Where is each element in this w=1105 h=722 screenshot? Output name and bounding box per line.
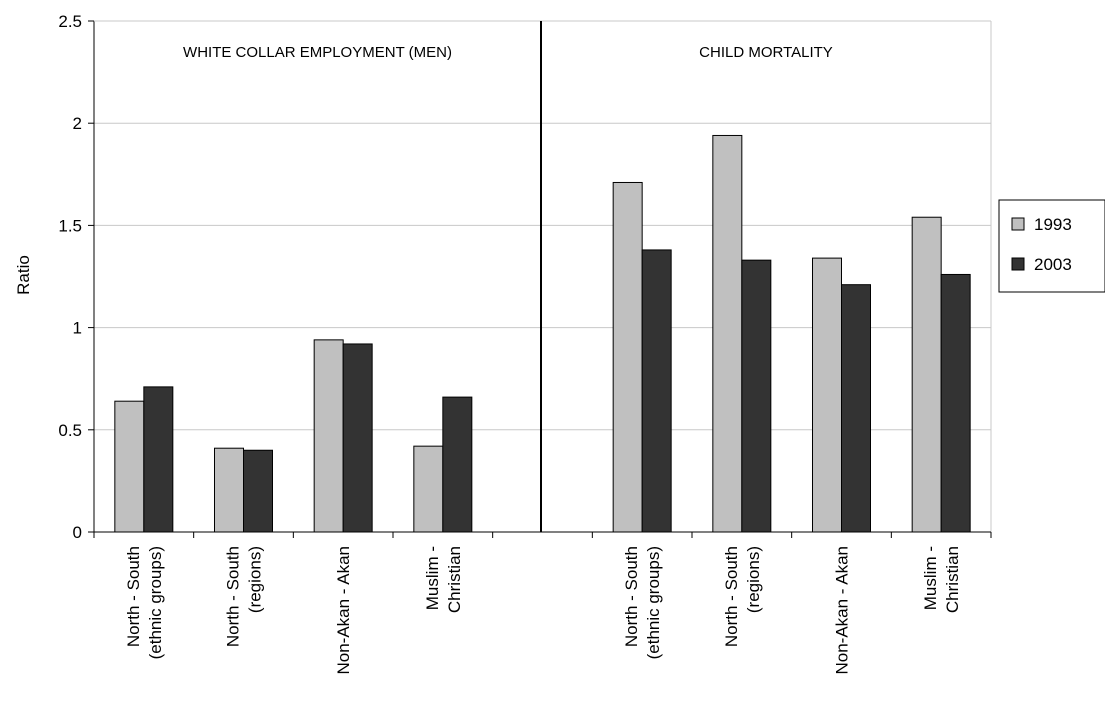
bar-2003 <box>841 284 871 533</box>
category-label: (regions) <box>744 546 763 613</box>
bar-1993 <box>812 257 842 533</box>
y-tick-label: 1 <box>73 319 82 338</box>
category-label: Non-Akan - Akan <box>833 546 852 675</box>
category-label: Non-Akan - Akan <box>334 546 353 675</box>
y-axis-title: Ratio <box>14 255 33 295</box>
category-label: North - South <box>622 546 641 647</box>
category-label: Christian <box>943 546 962 613</box>
legend-swatch-1993 <box>1011 217 1025 231</box>
bar-2003 <box>342 343 373 533</box>
legend-label-2003: 2003 <box>1034 255 1072 274</box>
bar-2003 <box>243 449 273 533</box>
category-label: (ethnic groups) <box>146 546 165 659</box>
category-label: North - South <box>224 546 243 647</box>
bar-2003 <box>143 386 174 533</box>
bar-2003 <box>442 396 473 533</box>
panel-title: WHITE COLLAR EMPLOYMENT (MEN) <box>183 44 452 61</box>
legend-box <box>998 199 1105 293</box>
bar-1993 <box>114 400 145 533</box>
category-label: (ethnic groups) <box>644 546 663 659</box>
bar-1993 <box>911 216 942 533</box>
bar-1993 <box>712 134 743 533</box>
y-tick-label: 2 <box>73 114 82 133</box>
category-label: North - South <box>124 546 143 647</box>
y-tick-label: 0 <box>73 523 82 542</box>
legend: 1993 2003 <box>998 199 1105 293</box>
category-label: (regions) <box>246 546 265 613</box>
bar-2003 <box>641 249 672 533</box>
legend-label-1993: 1993 <box>1034 215 1072 234</box>
category-label: Muslim - <box>423 546 442 610</box>
category-label: Christian <box>445 546 464 613</box>
legend-swatch-2003 <box>1011 257 1025 271</box>
y-tick-label: 0.5 <box>58 421 82 440</box>
bar-1993 <box>214 447 244 533</box>
y-tick-label: 1.5 <box>58 216 82 235</box>
bar-1993 <box>313 339 344 533</box>
bar-2003 <box>741 259 772 533</box>
axes <box>88 20 992 538</box>
category-label: North - South <box>722 546 741 647</box>
bar-2003 <box>940 273 971 533</box>
bar-1993 <box>413 445 444 533</box>
y-tick-label: 2.5 <box>58 12 82 31</box>
bars <box>114 134 971 533</box>
bar-1993 <box>612 181 643 533</box>
labels: 0 0.5 1 1.5 2 2.5 WHITE COLLAR EMPLOYMENT (MEN… <box>14 12 962 675</box>
category-label: Muslim - <box>921 546 940 610</box>
panel-title: CHILD MORTALITY <box>699 44 833 61</box>
